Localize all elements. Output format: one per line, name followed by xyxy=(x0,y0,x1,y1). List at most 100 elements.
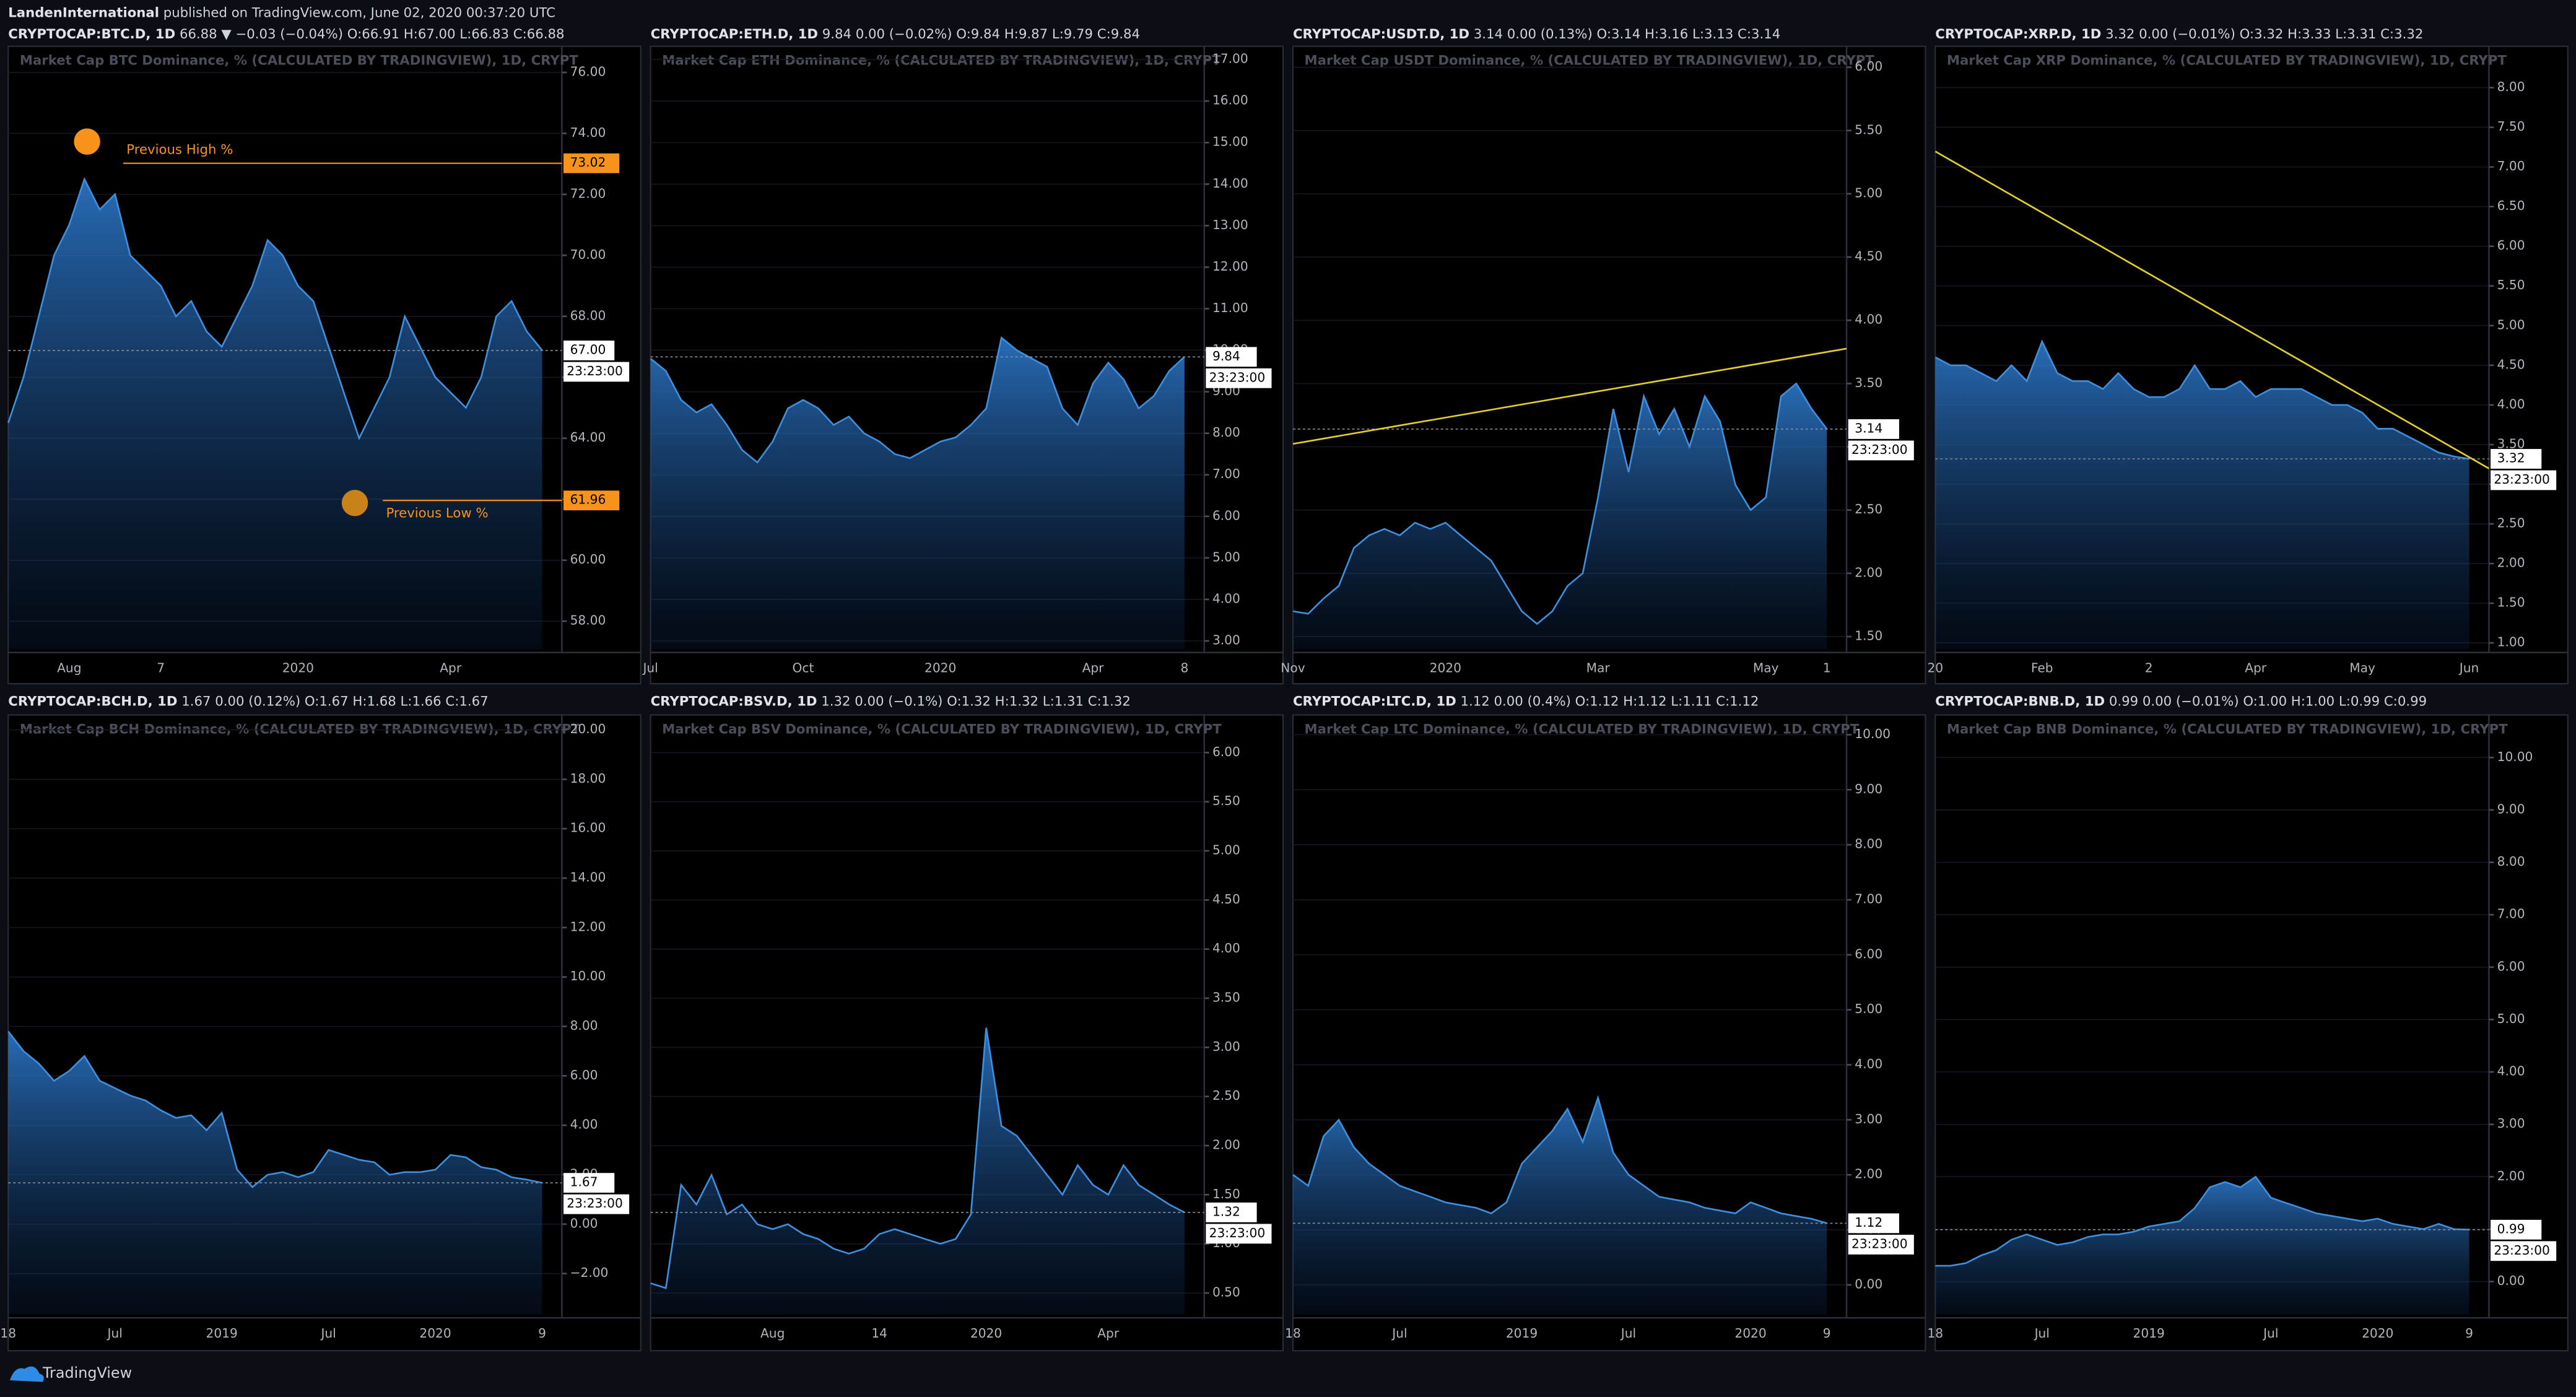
y-tick-label: 6.00 xyxy=(1855,946,1882,961)
x-tick-label: 2020 xyxy=(925,661,956,676)
x-tick-label: Apr xyxy=(1097,1326,1120,1341)
price-label-box xyxy=(1848,419,1899,439)
area-fill xyxy=(1935,341,2469,650)
chart-title: CRYPTOCAP:XRP.D, 1D xyxy=(1935,27,2101,42)
y-tick-label: 68.00 xyxy=(570,308,606,323)
panels: CRYPTOCAP:BTC.D, 1D 66.88 ▼ −0.03 (−0.04… xyxy=(0,27,2569,1352)
chart-header: CRYPTOCAP:BSV.D, 1D 1.32 0.00 (−0.1%) O:… xyxy=(651,694,1131,709)
x-tick-label: 9 xyxy=(538,1326,546,1341)
chart-header: CRYPTOCAP:BTC.D, 1D 66.88 ▼ −0.03 (−0.04… xyxy=(8,27,564,42)
y-tick-label: 6.00 xyxy=(2497,238,2525,253)
y-tick-label: 10.00 xyxy=(2497,749,2533,764)
y-tick-label: 10.00 xyxy=(1855,726,1891,741)
y-tick-label: 0.50 xyxy=(1212,1284,1240,1299)
y-tick-label: 9.00 xyxy=(1855,781,1882,796)
published: published on TradingView.com, June 02, 2… xyxy=(163,6,555,21)
area-line xyxy=(1292,382,1828,625)
x-tick-label: Apr xyxy=(1082,661,1105,676)
y-tick-label: 3.50 xyxy=(2497,436,2525,451)
area-line xyxy=(7,1030,542,1188)
y-tick-label: 12.00 xyxy=(570,919,606,934)
x-tick-label: May xyxy=(2349,661,2375,676)
y-tick-label: 2.00 xyxy=(2497,1169,2525,1183)
x-tick-label: Jul xyxy=(107,1326,123,1341)
chart-quote: 0.99 0.00 (−0.01%) O:1.00 H:1.00 L:0.99 … xyxy=(2109,694,2427,709)
countdown-box xyxy=(2491,470,2557,490)
y-tick-label: 1.50 xyxy=(2497,595,2525,610)
countdown-box xyxy=(1848,1234,1914,1255)
y-tick-label: 8.00 xyxy=(570,1018,598,1033)
x-tick-label: Apr xyxy=(440,661,462,676)
logo xyxy=(9,1366,44,1382)
x-tick-label: 2019 xyxy=(206,1326,238,1341)
y-tick-label: 5.00 xyxy=(1855,185,1882,200)
y-tick-label: 16.00 xyxy=(570,820,606,835)
x-tick-label: 2020 xyxy=(1734,1326,1766,1341)
price-label-box xyxy=(1848,1213,1899,1234)
annotation-text: Previous High % xyxy=(126,142,233,157)
y-tick-label: 3.50 xyxy=(1855,375,1882,390)
annotation-value-box xyxy=(564,490,620,511)
x-tick-label: 2 xyxy=(2145,661,2153,676)
x-tick-label: 7 xyxy=(157,661,165,676)
y-tick-label: 6.50 xyxy=(2497,198,2525,213)
x-tick-label: Mar xyxy=(1586,661,1611,676)
chart-title: CRYPTOCAP:BCH.D, 1D xyxy=(8,694,177,709)
footer: TradingView xyxy=(9,1364,132,1382)
price-label: 3.14 xyxy=(1855,420,1882,435)
chart-subtitle: Market Cap ETH Dominance, % (CALCULATED … xyxy=(662,53,1221,69)
countdown-box xyxy=(564,1194,630,1214)
chart-subtitle: Market Cap XRP Dominance, % (CALCULATED … xyxy=(1947,53,2507,69)
y-tick-label: 4.50 xyxy=(1855,249,1882,264)
y-tick-label: 74.00 xyxy=(570,125,606,140)
y-tick-label: 3.00 xyxy=(1855,1112,1882,1126)
chart-header: CRYPTOCAP:USDT.D, 1D 3.14 0.00 (0.13%) O… xyxy=(1293,27,1780,42)
drawings xyxy=(74,128,2490,516)
chart-panel: CRYPTOCAP:USDT.D, 1D 3.14 0.00 (0.13%) O… xyxy=(1281,27,1926,685)
y-tick-label: 2.00 xyxy=(2497,555,2525,570)
x-tick-label: 18 xyxy=(1285,1326,1301,1341)
y-tick-label: 7.50 xyxy=(2497,119,2525,134)
y-tick-label: 6.00 xyxy=(1855,59,1882,74)
y-tick-label: 4.00 xyxy=(1212,591,1240,606)
chart-quote: 66.88 ▼ −0.03 (−0.04%) O:66.91 H:67.00 L… xyxy=(180,27,565,42)
x-tick-label: 14 xyxy=(871,1326,887,1341)
author: LandenInternational xyxy=(8,6,159,21)
x-tick-label: Jul xyxy=(2262,1326,2278,1341)
y-tick-label: 5.00 xyxy=(2497,1011,2525,1026)
y-tick-label: 5.50 xyxy=(1212,793,1240,808)
y-tick-label: 20.00 xyxy=(570,721,606,736)
chart-subtitle: Market Cap USDT Dominance, % (CALCULATED… xyxy=(1305,53,1875,69)
chart-title: CRYPTOCAP:ETH.D, 1D xyxy=(651,27,818,42)
brand: TradingView xyxy=(42,1364,132,1382)
y-tick-label: 2.00 xyxy=(1855,565,1882,580)
x-tick-label: Jul xyxy=(1391,1326,1407,1341)
x-tick-label: Aug xyxy=(760,1326,785,1341)
area-line xyxy=(1934,339,2469,460)
x-tick-label: 2019 xyxy=(1506,1326,1538,1341)
y-tick-label: 14.00 xyxy=(570,870,606,885)
price-label: 1.12 xyxy=(1855,1215,1882,1230)
price-label: 0.99 xyxy=(2497,1221,2525,1236)
chart-subtitle: Market Cap BSV Dominance, % (CALCULATED … xyxy=(662,721,1222,737)
y-tick-label: 8.00 xyxy=(2497,79,2525,94)
y-tick-label: 17.00 xyxy=(1212,51,1248,66)
area-line xyxy=(650,1027,1185,1289)
area-line xyxy=(650,336,1185,464)
y-tick-label: 70.00 xyxy=(570,247,606,262)
countdown: 23:23:00 xyxy=(1209,370,1266,385)
y-tick-label: 6.00 xyxy=(1212,744,1240,759)
y-tick-label: 4.00 xyxy=(2497,1064,2525,1079)
y-tick-label: 60.00 xyxy=(570,552,606,567)
countdown: 23:23:00 xyxy=(567,1196,623,1211)
annotation-value-box xyxy=(564,153,620,173)
countdown-box xyxy=(1206,368,1272,388)
x-tick-label: Jun xyxy=(2458,661,2479,676)
area-fill xyxy=(1292,383,1827,650)
y-tick-label: 4.00 xyxy=(570,1117,598,1132)
x-tick-label: 2020 xyxy=(970,1326,1002,1341)
y-tick-label: −2.00 xyxy=(570,1265,609,1280)
area-fill xyxy=(1292,1097,1827,1315)
y-tick-label: 16.00 xyxy=(1212,93,1248,108)
